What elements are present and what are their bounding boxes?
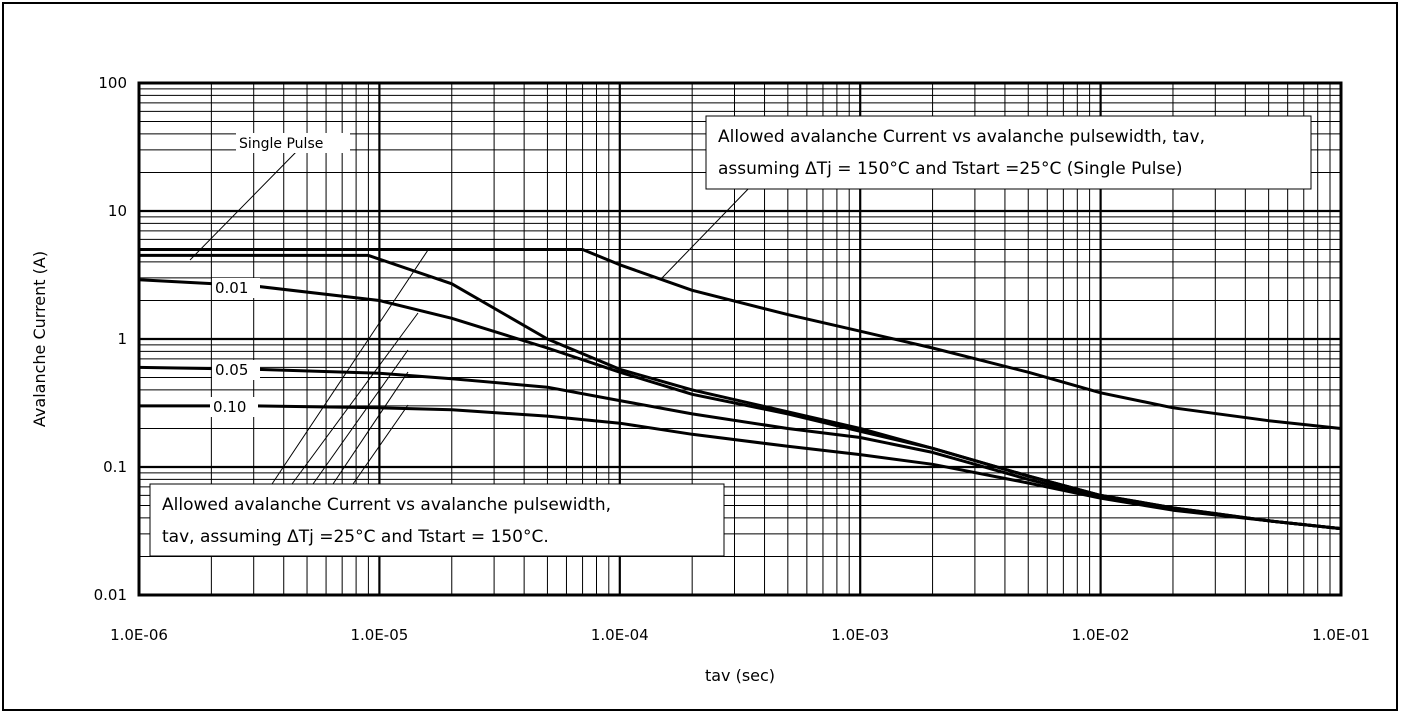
top-annotation-line-2: assuming ΔTj = 150°C and Tstart =25°C (S… [718, 159, 1182, 179]
x-axis-label: tav (sec) [705, 666, 775, 685]
bottom-annotation-line-2: tav, assuming ΔTj =25°C and Tstart = 150… [162, 527, 549, 547]
leader-line [313, 350, 408, 484]
series-label-0-10: 0.10 [213, 398, 246, 416]
x-tick-label: 1.0E-06 [110, 626, 168, 644]
x-tick-label: 1.0E-04 [591, 626, 649, 644]
y-tick-label: 100 [98, 74, 127, 92]
y-axis-tick-labels: 100 10 1 0.1 0.01 [94, 74, 127, 604]
x-tick-label: 1.0E-05 [350, 626, 408, 644]
leader-line [662, 185, 752, 278]
y-tick-label: 10 [108, 202, 127, 220]
x-axis-tick-labels: 1.0E-06 1.0E-05 1.0E-04 1.0E-03 1.0E-02 1.0E-… [110, 626, 1370, 644]
label-0-05: 0.05 [212, 360, 260, 380]
y-tick-label: 0.1 [103, 458, 127, 476]
x-tick-label: 1.0E-01 [1312, 626, 1370, 644]
series-label-0-05: 0.05 [215, 361, 248, 379]
bottom-annotation-line-1: Allowed avalanche Current vs avalanche p… [162, 495, 611, 515]
label-0-10: 0.10 [210, 397, 258, 417]
label-0-01: 0.01 [212, 278, 260, 298]
bottom-annotation-box: Allowed avalanche Current vs avalanche p… [150, 484, 724, 556]
series-label-0-01: 0.01 [215, 279, 248, 297]
single-pulse-label: Single Pulse [236, 133, 350, 153]
x-tick-label: 1.0E-02 [1072, 626, 1130, 644]
y-tick-label: 0.01 [94, 586, 127, 604]
y-tick-label: 1 [117, 330, 127, 348]
y-axis-label: Avalanche Current (A) [30, 251, 49, 427]
annotation-leader-lines [190, 148, 752, 484]
single-pulse-label-text: Single Pulse [239, 136, 323, 152]
top-annotation-box: Allowed avalanche Current vs avalanche p… [706, 116, 1311, 189]
x-tick-label: 1.0E-03 [831, 626, 889, 644]
top-annotation-line-1: Allowed avalanche Current vs avalanche p… [718, 127, 1205, 147]
